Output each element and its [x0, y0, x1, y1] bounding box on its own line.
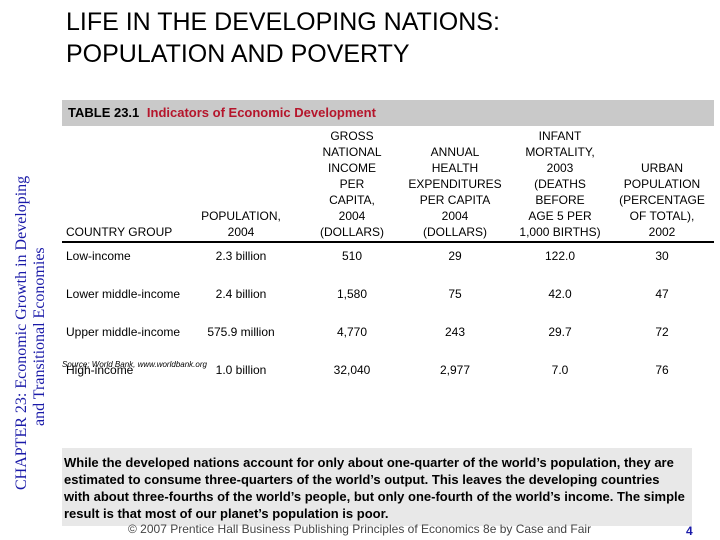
- column-header-line: NATIONAL: [322, 145, 382, 159]
- column-header-line: ANNUAL: [430, 145, 480, 159]
- row-label: High-income: [66, 363, 134, 377]
- column-header-line: POPULATION,: [201, 209, 281, 223]
- table-cell: 75: [448, 287, 462, 301]
- column-header-line: INFANT: [538, 129, 582, 143]
- column-header-line: MORTALITY,: [525, 145, 595, 159]
- column-header: URBAN POPULATION (PERCENTAGE OF TOTAL), 2002: [612, 160, 712, 240]
- row-label: Upper middle-income: [66, 325, 181, 339]
- table-cell: 72: [655, 325, 669, 339]
- column-header-line: 2004: [227, 225, 255, 239]
- table-cell: 29: [448, 249, 462, 263]
- table-cell: 42.0: [548, 287, 572, 301]
- table-cell: 47: [655, 287, 669, 301]
- column-header-line: (DOLLARS): [319, 225, 384, 239]
- table-cell: 510: [341, 249, 363, 263]
- column-header-line: COUNTRY GROUP: [66, 225, 173, 239]
- column-header-line: BEFORE: [535, 193, 585, 207]
- table-cell: 1,580: [336, 287, 368, 301]
- column-header-line: CAPITA,: [329, 193, 375, 207]
- column-header-line: 2004: [441, 209, 469, 223]
- column-header-line: (DOLLARS): [422, 225, 487, 239]
- table-cell: 7.0: [551, 363, 569, 377]
- column-header: POPULATION, 2004: [196, 208, 286, 240]
- table-cell: 30: [655, 249, 669, 263]
- column-header-line: 2002: [648, 225, 676, 239]
- title-line-2: POPULATION AND POVERTY: [66, 40, 410, 68]
- table-cell: 2,977: [439, 363, 471, 377]
- chapter-title-line1: CHAPTER 23: Economic Growth in Developin…: [13, 176, 30, 490]
- table-cell: 2.4 billion: [215, 287, 267, 301]
- table-cell: 1.0 billion: [215, 363, 267, 377]
- column-header: ANNUAL HEALTH EXPENDITURES PER CAPITA 2004 (D…: [402, 144, 508, 240]
- slide-title: LIFE IN THE DEVELOPING NATIONS: POPULATI…: [66, 6, 706, 70]
- column-header-line: INCOME: [328, 161, 376, 175]
- column-header-line: (PERCENTAGE: [619, 193, 705, 207]
- column-header-line: OF TOTAL),: [629, 209, 695, 223]
- chapter-title-line2: and Transitional Economies: [31, 247, 48, 426]
- column-header-line: PER: [339, 177, 365, 191]
- column-header-line: (DEATHS: [534, 177, 586, 191]
- column-header-line: EXPENDITURES: [408, 177, 502, 191]
- table-caption: Indicators of Economic Development: [146, 105, 376, 120]
- table-cell: 4,770: [336, 325, 368, 339]
- table-source: Source: World Bank, www.worldbank.org: [62, 360, 207, 369]
- copyright-footer: © 2007 Prentice Hall Business Publishing…: [128, 522, 592, 536]
- header-rule: [62, 241, 714, 243]
- title-line-1: LIFE IN THE DEVELOPING NATIONS:: [66, 8, 500, 36]
- column-header-line: GROSS: [330, 129, 374, 143]
- column-header-line: AGE 5 PER: [528, 209, 592, 223]
- column-header-line: POPULATION: [623, 177, 701, 191]
- table-cell: 76: [655, 363, 669, 377]
- column-header-line: 1,000 BIRTHS): [519, 225, 601, 239]
- chapter-sidebar-title: CHAPTER 23: Economic Growth in Developin…: [4, 60, 50, 490]
- column-header-line: URBAN: [640, 161, 683, 175]
- column-header-line: HEALTH: [431, 161, 479, 175]
- row-label: Low-income: [66, 249, 131, 263]
- column-header: COUNTRY GROUP: [66, 224, 196, 240]
- column-header-line: 2003: [546, 161, 574, 175]
- table-cell: 32,040: [333, 363, 371, 377]
- table-cell: 122.0: [544, 249, 576, 263]
- table-cell: 243: [444, 325, 466, 339]
- page-number: 4: [686, 524, 693, 538]
- column-header-line: PER CAPITA: [419, 193, 491, 207]
- table-number: TABLE 23.1: [68, 105, 140, 120]
- table-cell: 2.3 billion: [215, 249, 267, 263]
- summary-note: While the developed nations account for …: [62, 448, 692, 526]
- table-cell: 575.9 million: [207, 325, 275, 339]
- table-cell: 29.7: [548, 325, 572, 339]
- column-header-line: 2004: [338, 209, 366, 223]
- row-label: Lower middle-income: [66, 287, 181, 301]
- table-label-bar: TABLE 23.1 Indicators of Economic Develo…: [62, 100, 714, 126]
- column-header: GROSS NATIONAL INCOME PER CAPITA, 2004 (DOLLAR…: [306, 128, 398, 240]
- column-header: INFANT MORTALITY, 2003 (DEATHS BEFORE AGE 5 P…: [508, 128, 612, 240]
